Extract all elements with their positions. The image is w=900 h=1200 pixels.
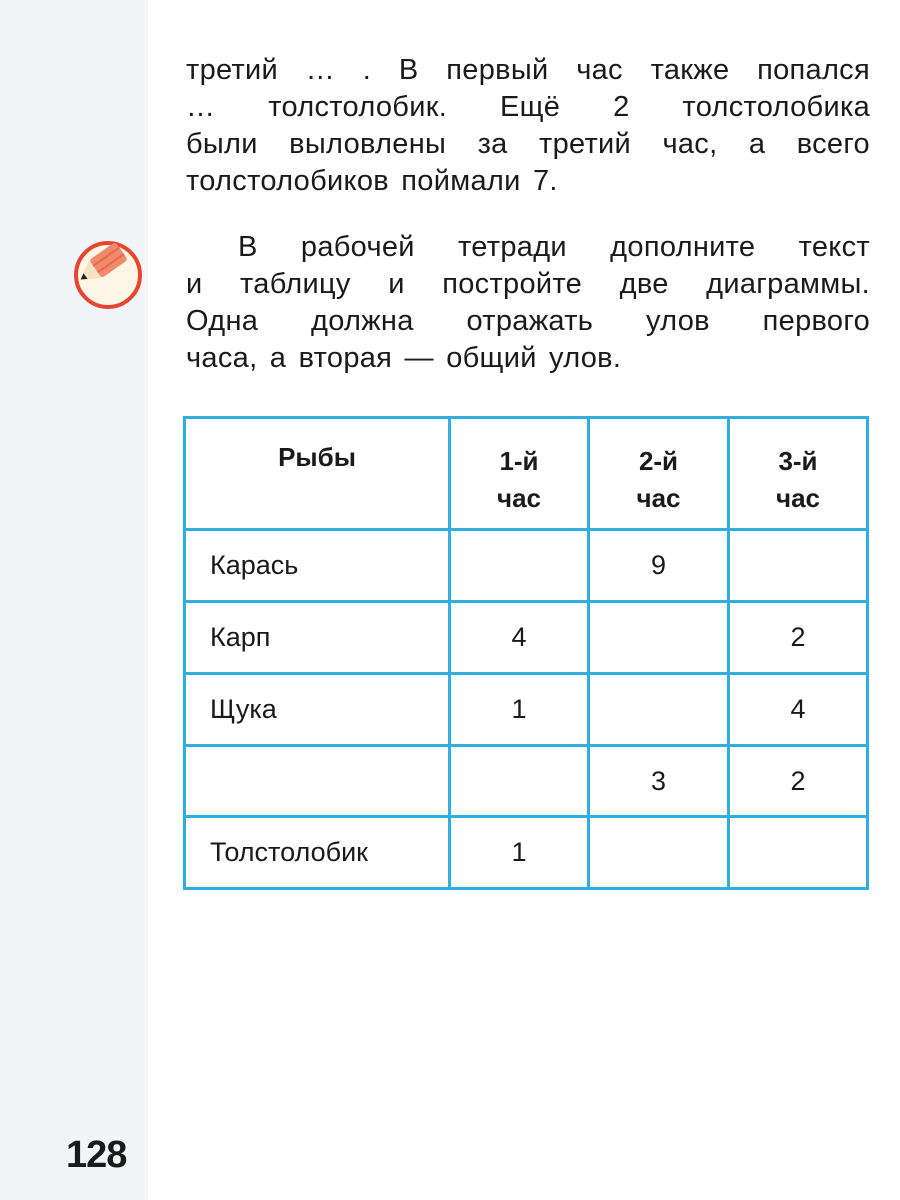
- cell: 4: [727, 672, 869, 747]
- table-header-row: Рыбы 1-й час 2-й час 3-й час: [183, 416, 869, 531]
- header-fish: Рыбы: [183, 416, 451, 531]
- text-line: толстолобиков поймали 7.: [186, 165, 558, 197]
- fish-table: Рыбы 1-й час 2-й час 3-й час Карась 9 Ка…: [183, 416, 869, 890]
- cell: [727, 528, 869, 603]
- table-row: 3 2: [183, 744, 869, 818]
- cell: [448, 744, 590, 818]
- text-line: третий … . В первый час также попался: [186, 54, 870, 86]
- cell: 4: [448, 600, 590, 675]
- table-row: Карп 4 2: [183, 600, 869, 675]
- cell-fish: Карп: [183, 600, 451, 675]
- text-line: были выловлены за третий час, а всего: [186, 128, 870, 160]
- header-hour-3: 3-й час: [727, 416, 869, 531]
- cell: [448, 528, 590, 603]
- table-row: Щука 1 4: [183, 672, 869, 747]
- cell: [727, 815, 869, 890]
- header-hour-1: 1-й час: [448, 416, 590, 531]
- table-row: Карась 9: [183, 528, 869, 603]
- text-line: Одна должна отражать улов первого: [186, 305, 870, 337]
- cell: 1: [448, 815, 590, 890]
- table-row: Толстолобик 1: [183, 815, 869, 890]
- cell: 2: [727, 744, 869, 818]
- text-line: и таблицу и постройте две диаграммы.: [186, 268, 870, 300]
- cell-fish: [183, 744, 451, 818]
- cell: 9: [587, 528, 730, 603]
- cell: 1: [448, 672, 590, 747]
- cell-fish: Карась: [183, 528, 451, 603]
- cell-fish: Щука: [183, 672, 451, 747]
- page-margin: [0, 0, 148, 1200]
- cell: [587, 672, 730, 747]
- cell: [587, 815, 730, 890]
- page-number: 128: [66, 1134, 127, 1176]
- paragraph-task: В рабочей тетради дополните текст и табл…: [186, 229, 870, 377]
- pencil-icon: [74, 241, 142, 309]
- cell: [587, 600, 730, 675]
- text-line: часа, а вторая — общий улов.: [186, 342, 622, 374]
- cell-fish: Толстолобик: [183, 815, 451, 890]
- text-line: В рабочей тетради дополните текст: [238, 231, 870, 263]
- cell: 3: [587, 744, 730, 818]
- cell: 2: [727, 600, 869, 675]
- text-line: … толстолобик. Ещё 2 толстолобика: [186, 91, 870, 123]
- header-hour-2: 2-й час: [587, 416, 730, 531]
- paragraph-story: третий … . В первый час также попался … …: [186, 52, 870, 200]
